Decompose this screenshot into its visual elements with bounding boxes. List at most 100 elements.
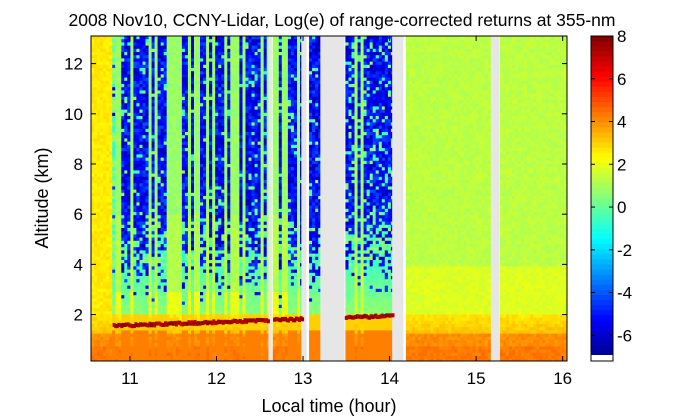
cloud-layer-point [223,319,227,324]
no-data-gap [490,36,500,361]
colorbar-segment [591,300,613,306]
cloud-layer-point [168,321,172,326]
cloud-layer-point [176,320,180,325]
colorbar-segment [591,183,613,189]
colorbar-segment [591,244,613,250]
colorbar-segment [591,122,613,128]
cloud-layer-point [193,320,197,324]
y-tick-label: 8 [74,155,83,174]
cloud-layer-point [134,322,138,327]
y-tick-label: 12 [64,55,83,74]
colorbar-segment [591,234,613,240]
colorbar-segment [591,350,613,357]
colorbar-segment [591,218,613,225]
colorbar-tick-label: 0 [617,198,626,217]
cloud-layer-point [146,323,150,328]
cloud-layer-point [375,315,379,319]
colorbar-tick-label: 6 [617,70,626,89]
cloud-layer-point [298,318,301,322]
colorbar-tick-label: 4 [617,113,626,132]
cloud-layer-point [204,319,208,324]
cloud-layer-point [383,314,387,319]
cloud-layer-point [209,320,213,325]
colorbar-tick-label: 2 [617,155,626,174]
colorbar-segment [591,162,613,169]
colorbar-segment [591,46,613,52]
cloud-layer-point [198,321,202,326]
colorbar-segment [591,264,613,271]
colorbar-segment [591,239,613,245]
cloud-layer-point [160,323,164,327]
cloud-layer-point [243,318,247,323]
colorbar-segment [591,147,613,154]
x-axis-label: Local time (hour) [261,396,396,416]
colorbar-segment [591,284,613,291]
plot-frame [90,35,568,362]
colorbar-segment [591,249,613,255]
x-tick-label: 13 [294,369,313,388]
colorbar-frame [590,35,614,362]
cloud-layer-point [212,319,216,324]
y-tick-label: 2 [74,306,83,325]
cloud-layer-point [352,315,356,320]
colorbar-segment [591,132,613,139]
cloud-layer-point [274,317,278,321]
no-data-gap [301,36,307,361]
colorbar-segment [591,86,613,93]
colorbar-segment [591,213,613,220]
colorbar-segment [591,279,613,286]
cloud-layer-point [349,315,353,320]
cloud-layer-point [206,321,210,326]
colorbar-segment [591,112,613,118]
cloud-layer-point [294,316,298,321]
cloud-layer-point [357,314,361,319]
cloud-layer-point [213,321,217,326]
colorbar-segment [591,289,613,296]
x-axis: 11 12 13 14 15 16 [121,36,572,388]
colorbar: 8 6 4 2 0 -2 -4 -6 [590,27,632,362]
colorbar-segment [591,188,613,194]
cloud-layer-point [165,322,169,327]
cloud-layer-point [301,317,305,322]
cloud-layer-point [235,319,239,324]
cloud-layer-point [117,322,121,327]
colorbar-segment [591,320,613,326]
cloud-layer-point [184,321,188,326]
colorbar-segment [591,71,613,78]
colorbar-segment [591,56,613,62]
cloud-layer-point [260,318,264,323]
cloud-layer-point [346,315,350,320]
colorbar-segment [591,107,613,113]
cloud-layer-point [136,323,139,328]
cloud-layer-point [153,323,157,328]
colorbar-segment [591,330,613,337]
colorbar-tick-label: -4 [617,284,632,303]
cloud-layer-point [114,324,118,329]
colorbar-tick-label: 8 [617,27,626,46]
cloud-layer-point [254,319,258,324]
no-data-gap [320,36,345,361]
colorbar-segment [591,269,613,276]
colorbar-segment [591,36,613,42]
colorbar-segment [591,157,613,164]
colorbar-segment [591,61,613,67]
cloud-layer-point [371,315,375,320]
cloud-layer-point [139,322,143,327]
cloud-layer-point [282,317,286,322]
colorbar-segment [591,91,613,98]
cloud-layer-point [164,321,167,326]
cloud-layer-point [249,318,253,323]
colorbar-segment [591,325,613,332]
colorbar-segment [591,305,613,311]
colorbar-segment [591,178,613,184]
cloud-layer-point [143,322,147,327]
cloud-layer-point [252,318,256,323]
cloud-layer-point [386,313,390,318]
cloud-layer-point [157,321,161,326]
no-data-gap [392,36,404,361]
cloud-layer-point [287,318,291,323]
colorbar-segment [591,96,613,103]
y-tick-label: 4 [74,255,83,274]
colorbar-nodata-swatch [591,355,613,361]
cloud-layer-point [279,318,283,323]
